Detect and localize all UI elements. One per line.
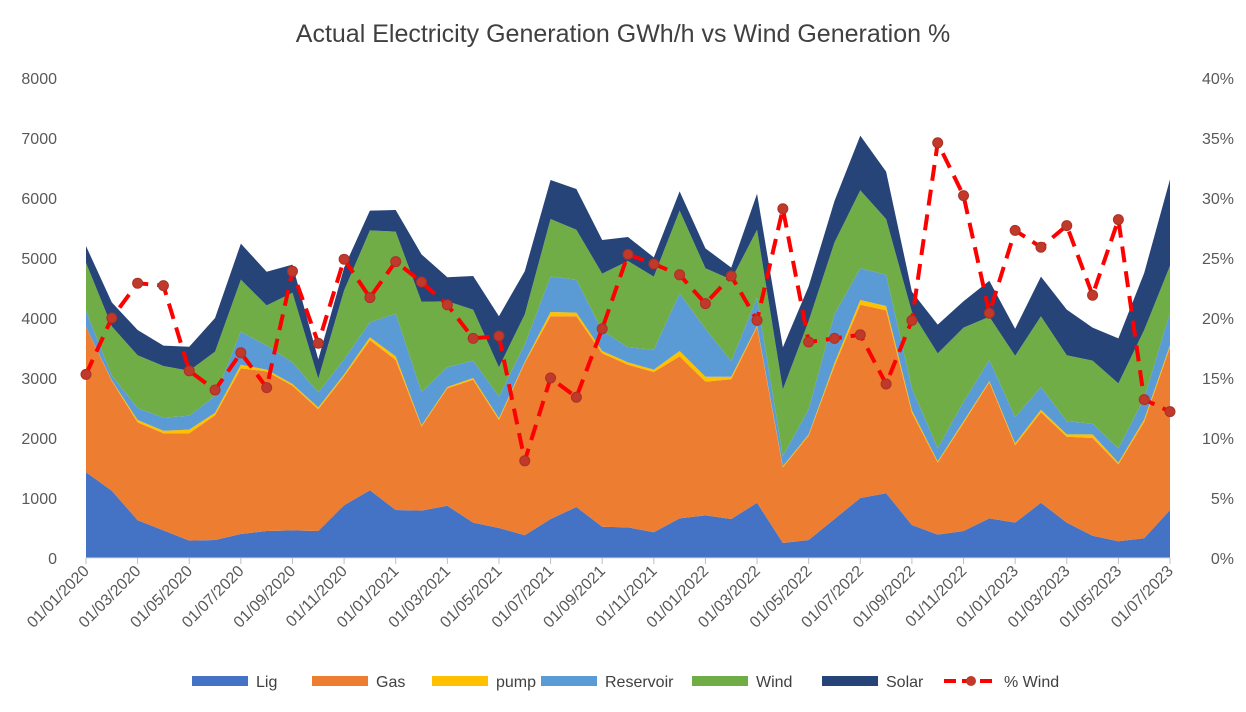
wind-percent-line <box>80 137 1176 467</box>
wind-percent-marker <box>1087 289 1099 301</box>
wind-percent-marker <box>416 276 428 288</box>
stacked-areas <box>86 135 1170 558</box>
wind-percent-marker <box>106 312 118 324</box>
y-left-tick-label: 7000 <box>21 131 57 148</box>
legend-label: Solar <box>886 674 924 691</box>
wind-percent-marker <box>390 256 402 268</box>
wind-percent-marker <box>441 299 453 311</box>
y-right-tick-label: 35% <box>1202 131 1234 148</box>
wind-percent-marker <box>570 391 582 403</box>
wind-percent-marker <box>1061 220 1073 232</box>
wind-percent-marker <box>958 190 970 202</box>
area-series-gas <box>86 304 1170 543</box>
wind-percent-marker <box>648 258 660 270</box>
wind-percent-marker <box>493 330 505 342</box>
chart-title: Actual Electricity Generation GWh/h vs W… <box>295 20 951 48</box>
wind-percent-marker <box>828 332 840 344</box>
legend-item-gas: Gas <box>312 674 405 691</box>
y-axis-right: 0% 5% 10% 15% 20% 25% 30% 35% 40% <box>1202 71 1234 568</box>
y-right-tick-label: 15% <box>1202 371 1234 388</box>
wind-percent-marker <box>183 365 195 377</box>
wind-percent-marker <box>157 280 169 292</box>
y-left-tick-label: 8000 <box>21 71 57 88</box>
y-right-tick-label: 30% <box>1202 191 1234 208</box>
wind-percent-marker <box>854 329 866 341</box>
wind-percent-marker <box>906 314 918 326</box>
area-series-wind <box>86 190 1170 456</box>
wind-percent-marker <box>596 323 608 335</box>
wind-percent-marker <box>983 307 995 319</box>
legend-label: Wind <box>756 674 792 691</box>
area-series-lig <box>86 472 1170 558</box>
wind-percent-marker <box>1164 406 1176 418</box>
wind-percent-marker <box>261 382 273 394</box>
legend-swatch <box>312 676 368 686</box>
wind-percent-marker <box>338 253 350 265</box>
wind-percent-marker <box>286 265 298 277</box>
wind-percent-marker <box>751 314 763 326</box>
legend-swatch <box>541 676 597 686</box>
y-right-tick-label: 20% <box>1202 311 1234 328</box>
wind-percent-marker <box>1112 214 1124 226</box>
legend-swatch <box>192 676 248 686</box>
y-right-tick-label: 40% <box>1202 71 1234 88</box>
x-axis: 01/01/202001/03/202001/05/202001/07/2020… <box>24 558 1177 631</box>
wind-percent-marker <box>1009 224 1021 236</box>
y-left-tick-label: 3000 <box>21 371 57 388</box>
legend-item-wind: % Wind <box>944 674 1059 691</box>
y-axis-left: 0 1000 2000 3000 4000 5000 6000 7000 8000 <box>21 71 57 568</box>
legend-swatch <box>432 676 488 686</box>
legend-label: Gas <box>376 674 405 691</box>
legend-swatch <box>692 676 748 686</box>
wind-percent-marker <box>803 336 815 348</box>
wind-percent-marker <box>777 203 789 215</box>
legend-item-wind: Wind <box>692 674 792 691</box>
y-left-tick-label: 2000 <box>21 431 57 448</box>
y-left-tick-label: 0 <box>48 551 57 568</box>
y-left-tick-label: 4000 <box>21 311 57 328</box>
wind-percent-marker <box>364 292 376 304</box>
wind-percent-marker <box>467 332 479 344</box>
wind-percent-marker <box>80 368 92 380</box>
legend-item-solar: Solar <box>822 674 924 691</box>
wind-percent-marker <box>880 378 892 390</box>
wind-percent-marker <box>1138 394 1150 406</box>
wind-percent-marker <box>725 270 737 282</box>
y-right-tick-label: 0% <box>1211 551 1234 568</box>
wind-percent-marker <box>674 269 686 281</box>
legend-item-lig: Lig <box>192 674 277 691</box>
y-left-tick-label: 5000 <box>21 251 57 268</box>
wind-percent-marker <box>932 137 944 149</box>
legend-label: Reservoir <box>605 674 674 691</box>
y-right-tick-label: 10% <box>1202 431 1234 448</box>
y-left-tick-label: 1000 <box>21 491 57 508</box>
wind-percent-marker <box>209 384 221 396</box>
legend-swatch <box>822 676 878 686</box>
y-right-tick-label: 25% <box>1202 251 1234 268</box>
legend-marker <box>966 676 976 686</box>
legend-item-pump: pump <box>432 674 536 691</box>
wind-percent-marker <box>312 337 324 349</box>
legend-item-reservoir: Reservoir <box>541 674 674 691</box>
wind-percent-marker <box>1035 241 1047 253</box>
y-left-tick-label: 6000 <box>21 191 57 208</box>
legend-label: % Wind <box>1004 674 1059 691</box>
wind-percent-marker <box>519 455 531 467</box>
wind-percent-marker <box>622 248 634 260</box>
y-right-tick-label: 5% <box>1211 491 1234 508</box>
legend: Lig Gas pump Reservoir Wind Solar % Wind <box>192 674 1059 691</box>
wind-percent-marker <box>545 372 557 384</box>
wind-percent-marker <box>132 277 144 289</box>
legend-label: pump <box>496 674 536 691</box>
legend-label: Lig <box>256 674 277 691</box>
wind-percent-marker <box>699 298 711 310</box>
area-series-solar <box>86 135 1170 390</box>
wind-percent-marker <box>235 347 247 359</box>
